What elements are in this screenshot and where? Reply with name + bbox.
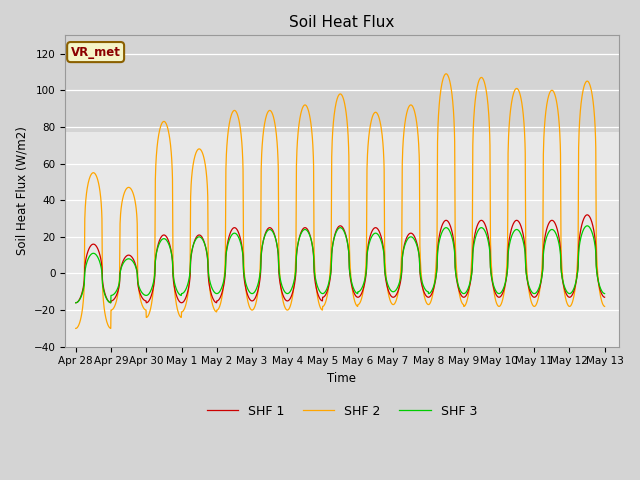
SHF 3 [493,290,501,296]
SHF 3 [601,291,609,297]
SHF 2 [494,303,502,309]
Legend: SHF 1, SHF 2, SHF 3: SHF 1, SHF 2, SHF 3 [202,400,482,423]
SHF 1 [554,228,562,234]
Bar [65,36,619,132]
SHF 1 [493,294,501,300]
SHF 3 [220,280,227,286]
SHF 2 [569,298,577,304]
SHF 1 [367,232,374,238]
SHF 2 [72,325,79,331]
SHF 2 [367,121,374,127]
Title: Soil Heat Flux: Soil Heat Flux [289,15,395,30]
SHF 3 [367,236,374,242]
SHF 2 [442,71,450,77]
Line: SHF 3: SHF 3 [76,226,605,303]
Line: SHF 1: SHF 1 [76,215,605,303]
X-axis label: Time: Time [328,372,356,385]
SHF 3 [355,288,363,294]
SHF 3 [72,300,79,306]
SHF 1 [601,294,609,300]
SHF 1 [72,300,79,306]
Y-axis label: Soil Heat Flux (W/m2): Soil Heat Flux (W/m2) [15,127,28,255]
SHF 2 [355,301,363,307]
SHF 1 [220,285,227,291]
SHF 3 [584,223,591,228]
SHF 3 [554,236,562,242]
SHF 2 [554,109,562,115]
SHF 1 [584,212,591,218]
SHF 1 [355,294,363,300]
SHF 2 [601,303,609,309]
SHF 3 [569,288,577,294]
SHF 1 [569,291,577,297]
Text: VR_met: VR_met [70,46,120,59]
Line: SHF 2: SHF 2 [76,74,605,328]
SHF 2 [220,286,227,291]
